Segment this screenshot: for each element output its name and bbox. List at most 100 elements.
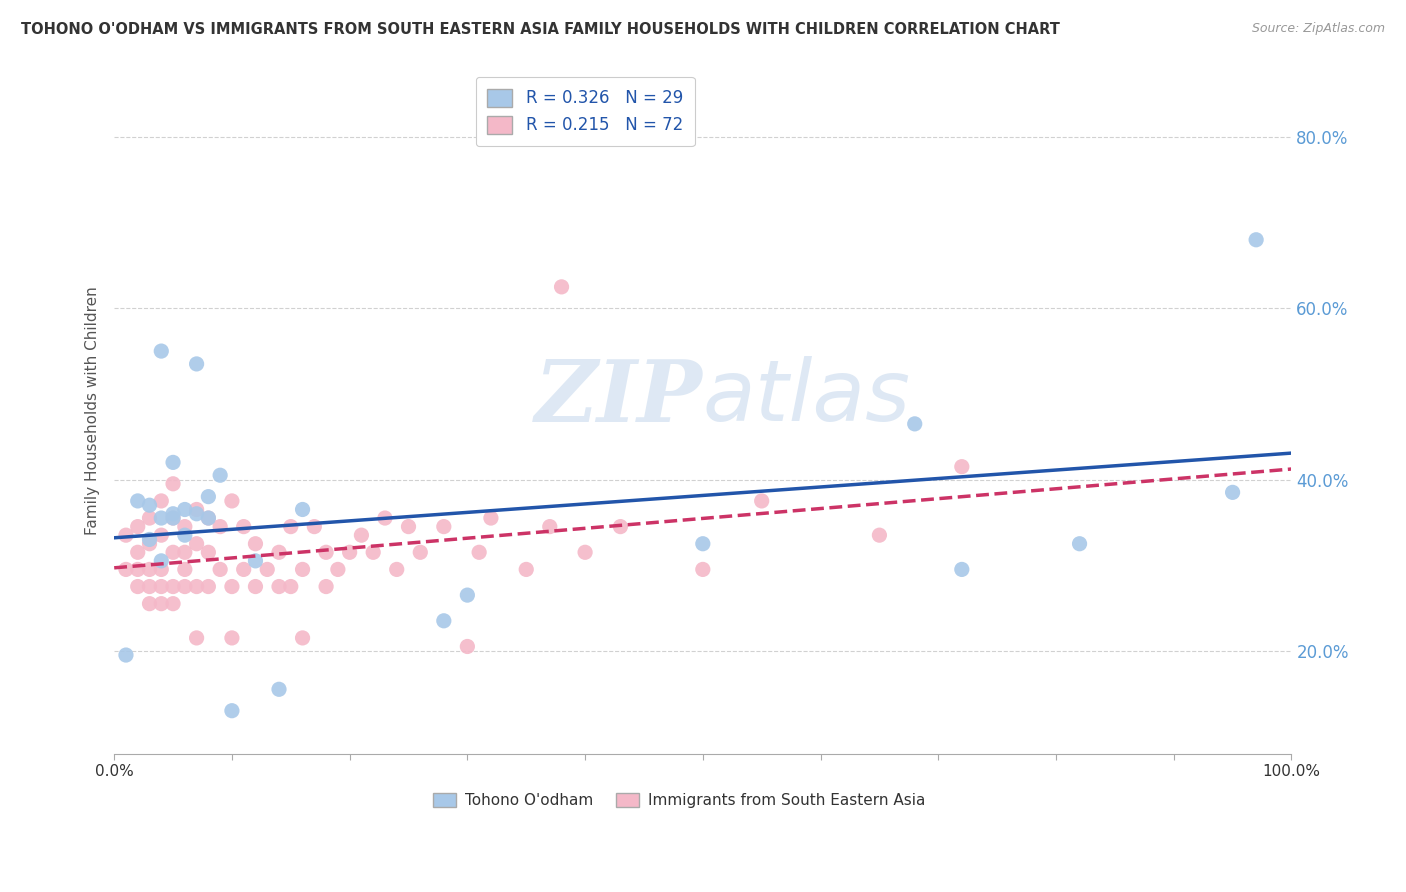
Point: [197, 511, 219, 525]
Point: [173, 580, 195, 594]
Point: [433, 614, 456, 628]
Point: [186, 507, 208, 521]
Point: [138, 537, 160, 551]
Point: [150, 528, 173, 542]
Point: [162, 580, 184, 594]
Point: [150, 554, 173, 568]
Point: [162, 511, 184, 525]
Point: [162, 455, 184, 469]
Point: [127, 580, 149, 594]
Point: [868, 528, 890, 542]
Point: [150, 562, 173, 576]
Point: [162, 545, 184, 559]
Point: [173, 528, 195, 542]
Text: Source: ZipAtlas.com: Source: ZipAtlas.com: [1251, 22, 1385, 36]
Point: [245, 537, 267, 551]
Point: [374, 511, 396, 525]
Point: [186, 502, 208, 516]
Point: [245, 554, 267, 568]
Point: [280, 580, 302, 594]
Point: [398, 519, 420, 533]
Point: [291, 562, 314, 576]
Point: [127, 545, 149, 559]
Point: [456, 588, 478, 602]
Point: [186, 580, 208, 594]
Point: [150, 344, 173, 359]
Point: [221, 631, 243, 645]
Point: [138, 511, 160, 525]
Point: [692, 562, 714, 576]
Point: [115, 528, 138, 542]
Point: [315, 545, 337, 559]
Point: [209, 562, 232, 576]
Point: [267, 580, 290, 594]
Point: [256, 562, 278, 576]
Point: [468, 545, 491, 559]
Point: [385, 562, 408, 576]
Point: [515, 562, 537, 576]
Point: [232, 562, 254, 576]
Point: [127, 562, 149, 576]
Point: [221, 580, 243, 594]
Point: [197, 580, 219, 594]
Point: [291, 631, 314, 645]
Point: [173, 502, 195, 516]
Point: [150, 580, 173, 594]
Text: ZIP: ZIP: [534, 356, 703, 439]
Point: [1222, 485, 1244, 500]
Point: [197, 490, 219, 504]
Point: [326, 562, 349, 576]
Point: [162, 476, 184, 491]
Point: [138, 498, 160, 512]
Point: [609, 519, 631, 533]
Point: [115, 648, 138, 662]
Point: [361, 545, 384, 559]
Point: [197, 511, 219, 525]
Point: [221, 494, 243, 508]
Point: [115, 562, 138, 576]
Point: [456, 640, 478, 654]
Point: [138, 533, 160, 547]
Point: [433, 519, 456, 533]
Text: atlas: atlas: [703, 356, 911, 439]
Point: [904, 417, 927, 431]
Point: [173, 519, 195, 533]
Point: [1069, 537, 1091, 551]
Point: [574, 545, 596, 559]
Point: [751, 494, 773, 508]
Point: [267, 545, 290, 559]
Text: TOHONO O'ODHAM VS IMMIGRANTS FROM SOUTH EASTERN ASIA FAMILY HOUSEHOLDS WITH CHIL: TOHONO O'ODHAM VS IMMIGRANTS FROM SOUTH …: [21, 22, 1060, 37]
Point: [304, 519, 326, 533]
Point: [186, 537, 208, 551]
Point: [127, 519, 149, 533]
Y-axis label: Family Households with Children: Family Households with Children: [86, 286, 100, 535]
Point: [221, 704, 243, 718]
Point: [162, 511, 184, 525]
Point: [315, 580, 337, 594]
Legend: Tohono O'odham, Immigrants from South Eastern Asia: Tohono O'odham, Immigrants from South Ea…: [427, 787, 932, 814]
Point: [291, 502, 314, 516]
Point: [173, 562, 195, 576]
Point: [280, 519, 302, 533]
Point: [162, 597, 184, 611]
Point: [950, 459, 973, 474]
Point: [538, 519, 561, 533]
Point: [209, 468, 232, 483]
Point: [267, 682, 290, 697]
Point: [339, 545, 361, 559]
Point: [950, 562, 973, 576]
Point: [150, 494, 173, 508]
Point: [350, 528, 373, 542]
Point: [138, 562, 160, 576]
Point: [173, 545, 195, 559]
Point: [138, 580, 160, 594]
Point: [479, 511, 502, 525]
Point: [127, 494, 149, 508]
Point: [232, 519, 254, 533]
Point: [186, 631, 208, 645]
Point: [409, 545, 432, 559]
Point: [692, 537, 714, 551]
Point: [550, 280, 572, 294]
Point: [186, 357, 208, 371]
Point: [162, 507, 184, 521]
